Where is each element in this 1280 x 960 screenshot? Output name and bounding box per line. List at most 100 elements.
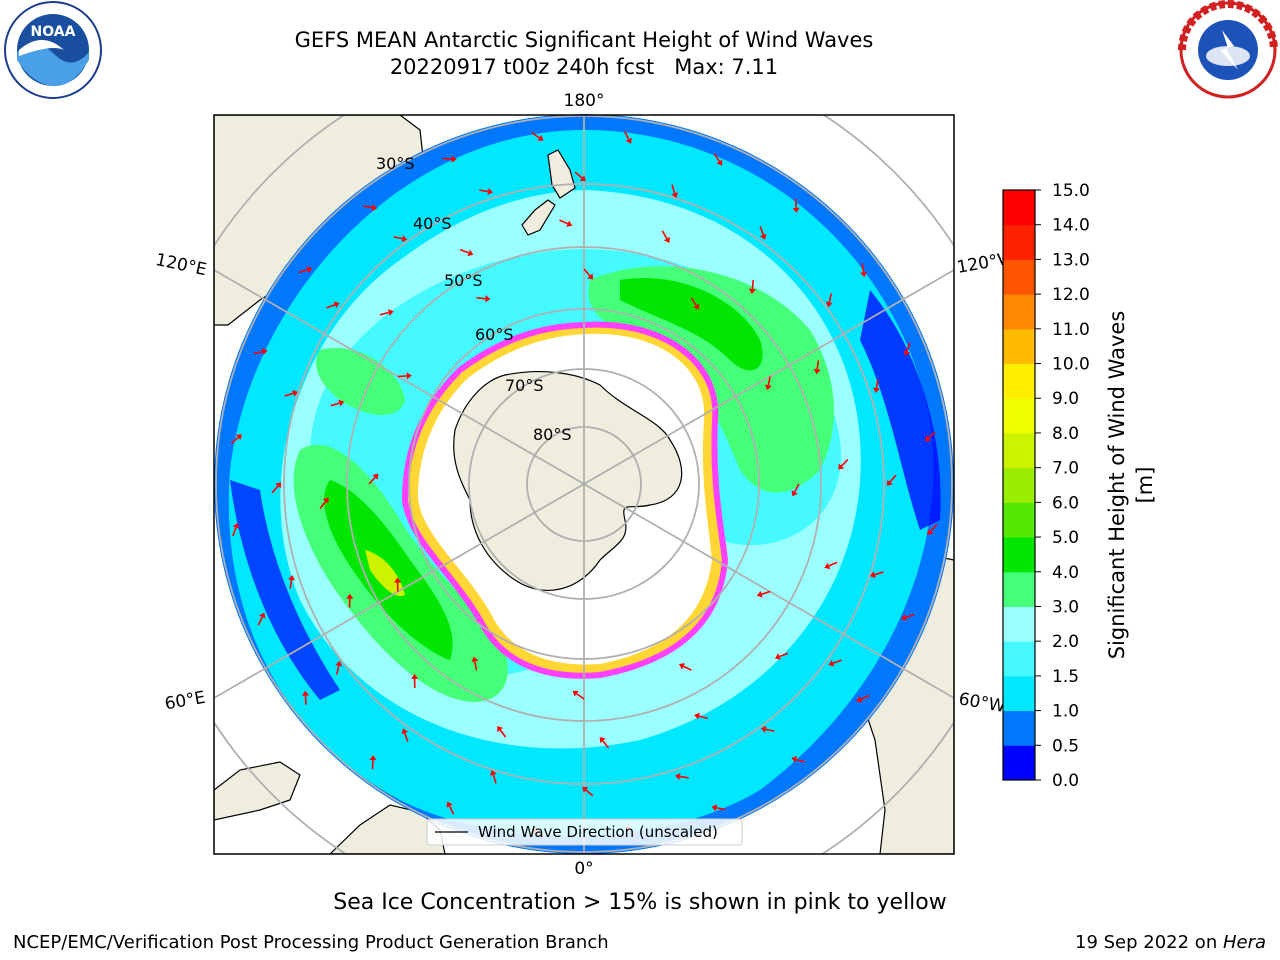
wave-direction-arrow: [905, 613, 915, 619]
wave-direction-arrow: [271, 485, 279, 494]
colorbar-swatch: [1003, 641, 1035, 677]
wave-direction-arrow: [559, 219, 569, 225]
wave-direction-arrowhead: [873, 387, 880, 394]
nws-logo: [1178, 0, 1278, 99]
wave-direction-arrowhead: [900, 614, 907, 621]
wave-direction-arrowhead: [306, 266, 313, 274]
wave-direction-arrow: [716, 807, 726, 811]
map-legend: Wind Wave Direction (unscaled): [426, 818, 743, 846]
wave-direction-arrow: [368, 476, 376, 485]
wave-direction-arrow: [683, 665, 692, 671]
lon-label-0: 0°: [574, 859, 593, 879]
wave-direction-arrowhead: [489, 769, 497, 776]
wave-direction-arrowhead: [275, 482, 282, 489]
wave-direction-arrow: [476, 297, 486, 300]
wave-direction-arrowhead: [860, 271, 868, 278]
wave-direction-arrow: [576, 693, 585, 700]
wave-direction-arrow: [874, 571, 884, 576]
wave-direction-arrow: [397, 375, 407, 378]
wave-direction-arrowhead: [451, 155, 457, 163]
wave-direction-arrowhead: [587, 273, 594, 280]
wave-direction-arrowhead: [825, 301, 833, 308]
colorbar-swatch: [1003, 398, 1035, 434]
wave-direction-arrowhead: [487, 188, 494, 195]
chart-title: GEFS MEAN Antarctic Significant Height o…: [294, 28, 874, 52]
colorbar-swatch: [1003, 363, 1035, 399]
wave-direction-arrow: [767, 376, 771, 386]
wave-direction-arrowhead: [369, 755, 377, 761]
wave-direction-arrowhead: [406, 372, 412, 380]
wave-direction-arrow: [930, 524, 938, 532]
wave-direction-arrow: [841, 458, 849, 467]
wave-direction-arrowhead: [838, 463, 845, 470]
low-waves-east: [860, 290, 941, 530]
colorbar-tick-label: 1.5: [1052, 667, 1079, 687]
colorbar-tick-label: 3.0: [1052, 597, 1079, 617]
colorbar-tick-label: 1.0: [1052, 702, 1079, 722]
colorbar-swatch: [1003, 224, 1035, 260]
wave-direction-arrowhead: [537, 134, 544, 141]
wave-direction-arrow: [253, 350, 263, 355]
wave-direction-arrowhead: [716, 159, 723, 166]
colorbar-label: Significant Height of Wind Waves [m]: [1105, 310, 1157, 660]
lon-label-60e: 60°E: [163, 688, 207, 715]
colorbar-swatch: [1003, 537, 1035, 573]
wave-direction-arrow: [828, 293, 832, 303]
wave-direction-arrow: [363, 205, 373, 209]
wave-direction-arrowhead: [792, 207, 800, 213]
wave-direction-arrowhead: [322, 497, 329, 504]
land-antarctica: [453, 371, 683, 591]
colorbar-swatch: [1003, 675, 1035, 712]
wave-direction-arrowhead: [756, 590, 763, 598]
wave-direction-arrowhead: [693, 303, 700, 310]
colorbar-swatch: [1003, 502, 1035, 538]
wave-direction-arrow: [585, 789, 594, 797]
wave-direction-arrowhead: [774, 653, 781, 660]
colorbar-swatch: [1003, 745, 1035, 781]
wave-direction-arrow: [289, 579, 293, 589]
credit-machine: Hera: [1222, 932, 1266, 953]
colorbar-swatch: [1003, 710, 1035, 746]
wave-direction-arrow: [713, 153, 721, 162]
wave-direction-arrow: [602, 740, 610, 749]
colorbar: 0.0 0.5 1.0 1.5 2.0 3.0 4.0 5.0 6.0 7.0 8.0 9.0 10.0…: [1002, 181, 1090, 790]
wave-direction-arrowhead: [869, 571, 876, 579]
wave-direction-arrowhead: [764, 384, 772, 391]
wave-direction-arrowhead: [625, 137, 632, 144]
wave-direction-arrowhead: [261, 348, 268, 356]
colorbar-tick-label: 0.5: [1052, 736, 1079, 756]
wave-direction-arrowhead: [387, 309, 394, 316]
wave-direction-arrowhead: [663, 236, 670, 243]
wave-direction-arrow: [492, 774, 497, 784]
wave-direction-arrowhead: [401, 235, 408, 243]
wave-direction-arrowhead: [471, 656, 479, 663]
wave-direction-arrowhead: [748, 288, 756, 295]
wave-direction-arrowhead: [886, 479, 893, 486]
wave-direction-arrow: [793, 483, 800, 493]
lon-label-120e: 120°E: [154, 250, 209, 280]
wave-direction-arrow: [698, 715, 708, 720]
colorbar-tick-label: 2.0: [1052, 632, 1079, 652]
noaa-logo-text: NOAA: [31, 24, 76, 40]
colorbar-tick-label: 14.0: [1052, 216, 1090, 236]
noaa-logo: NOAA: [4, 1, 102, 99]
wave-direction-arrow: [679, 775, 689, 779]
wave-direction-arrow: [759, 226, 765, 236]
wave-direction-arrow: [298, 268, 308, 274]
colorbar-tick-label: 15.0: [1052, 181, 1090, 201]
colorbar-tick-label: 7.0: [1052, 459, 1079, 479]
wave-direction-arrow: [460, 248, 470, 254]
wave-direction-arrowhead: [446, 801, 453, 808]
lat-label-60s: 60°S: [475, 325, 514, 344]
wave-direction-arrowhead: [678, 663, 685, 670]
wave-direction-arrowhead: [259, 612, 266, 619]
wave-direction-arrowhead: [711, 804, 718, 812]
wave-direction-arrowhead: [759, 233, 767, 240]
wave-direction-arrow: [795, 758, 805, 763]
wave-direction-arrowhead: [371, 204, 378, 212]
wave-direction-arrowhead: [333, 301, 340, 309]
wave-direction-arrowhead: [338, 399, 345, 407]
wave-direction-arrowhead: [572, 690, 579, 697]
wave-direction-arrowhead: [235, 434, 242, 441]
